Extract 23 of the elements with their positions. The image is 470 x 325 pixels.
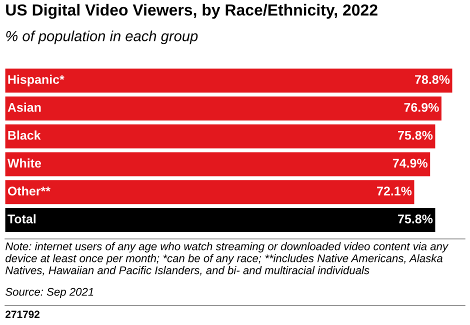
y-tick-label: Other** bbox=[8, 186, 50, 196]
chart-title: US Digital Video Viewers, by Race/Ethnicity, 2022 bbox=[6, 4, 378, 19]
bar bbox=[5, 180, 414, 204]
y-tick-label: White bbox=[7, 158, 42, 168]
chart-subtitle: % of population in each group bbox=[6, 30, 198, 44]
data-label: 78.8% bbox=[415, 75, 450, 84]
source-note: Source: Sep 2021 bbox=[5, 288, 94, 298]
data-label: 75.8% bbox=[398, 214, 433, 224]
y-tick-label: Black bbox=[8, 130, 41, 140]
data-label: 74.9% bbox=[392, 158, 428, 168]
bar bbox=[5, 68, 452, 93]
y-tick-label: Asian bbox=[8, 102, 41, 112]
text: 271792 bbox=[6, 310, 40, 318]
bar bbox=[5, 152, 430, 176]
data-label: 76.9% bbox=[404, 102, 439, 112]
y-tick-label: Hispanic* bbox=[8, 74, 64, 86]
data-label: 72.1% bbox=[377, 186, 412, 196]
text: Note: internet users of any age who watch streaming or downloaded video content via any device at least once per month; *can be of any race; **includes Native Americans, Alaska Natives, Hawaiian and Pacific Islanders, and bi- and multiracial individuals bbox=[6, 242, 449, 276]
bar bbox=[5, 208, 436, 232]
bar bbox=[5, 124, 436, 148]
bar bbox=[5, 96, 442, 120]
y-tick-label: Total bbox=[8, 214, 36, 224]
data-label: 75.8% bbox=[398, 130, 433, 140]
